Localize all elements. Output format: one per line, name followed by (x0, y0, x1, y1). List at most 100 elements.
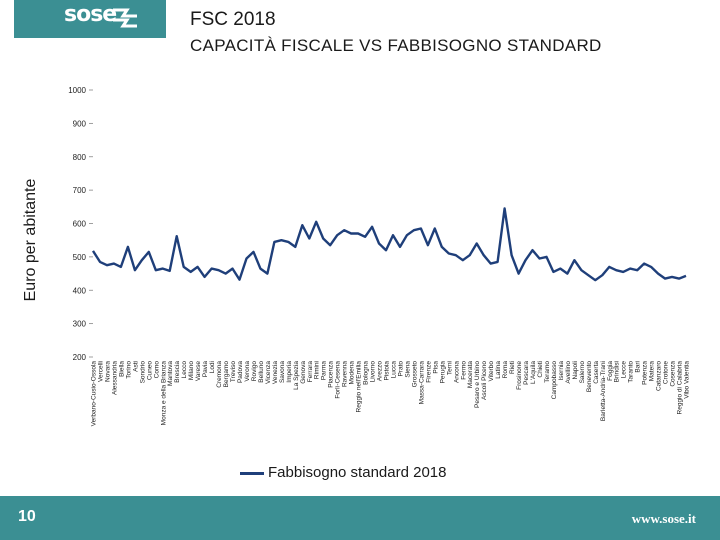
x-tick-label: Parma (321, 361, 328, 381)
x-tick-label: Vicenza (265, 361, 272, 384)
x-tick-label: Varese (195, 361, 202, 381)
x-tick-label: Firenze (425, 361, 432, 383)
y-tick-label: 200 (73, 353, 87, 362)
legend-swatch (240, 472, 264, 475)
y-tick-label: 700 (73, 186, 87, 195)
x-tick-label: Teramo (544, 361, 551, 383)
x-tick-label: Prato (398, 361, 405, 377)
x-tick-label: Savona (279, 361, 286, 383)
x-tick-label: Arezzo (377, 361, 384, 382)
series-line-fabbisogno-standard-2018 (91, 207, 687, 282)
x-tick-label: Terni (446, 361, 453, 375)
x-tick-label: Taranto (628, 361, 635, 383)
x-tick-label: Latina (495, 361, 502, 379)
logo: sose (14, 0, 166, 38)
y-tick-label: 900 (73, 119, 87, 128)
x-tick-label: Padova (237, 361, 244, 383)
x-tick-label: Treviso (230, 361, 237, 382)
x-tick-label: Brescia (174, 361, 181, 383)
x-tick-label: Mantova (167, 361, 174, 386)
x-tick-label: Benevento (586, 361, 593, 392)
x-tick-label: Livorno (370, 361, 377, 383)
x-tick-label: Lecco (181, 361, 188, 379)
series-group (91, 207, 687, 282)
y-tick-label: 800 (73, 153, 87, 162)
x-tick-label: Forlì-Cesena (335, 361, 342, 399)
slide-subtitle: CAPACITÀ FISCALE VS FABBISOGNO STANDARD (190, 36, 602, 55)
x-tick-label: Cosenza (670, 361, 677, 387)
x-tick-label: Torino (125, 361, 132, 379)
x-tick-label: Isernia (558, 361, 565, 381)
x-tick-label: Alessandria (111, 361, 118, 395)
footer-url: www.sose.it (631, 511, 696, 526)
x-tick-label: Crotone (663, 361, 670, 385)
x-tick-label: Genova (300, 361, 307, 384)
x-tick-label: La Spezia (293, 361, 300, 390)
x-axis: Verbano-Cusio-Ossola Vercelli Novara Alessa… (91, 361, 691, 427)
slide-header: sose FSC 2018 CAPACITÀ FISCALE VS FABBIS… (0, 0, 720, 70)
x-tick-label: Fermo (460, 361, 467, 380)
x-tick-label: Lodi (209, 361, 216, 373)
logo-text: sose (64, 2, 117, 27)
x-tick-label: Biella (118, 361, 125, 377)
x-tick-label: Rovigo (251, 361, 258, 382)
x-tick-label: Viterbo (488, 361, 495, 382)
x-tick-label: Sondrio (139, 361, 146, 384)
x-tick-label: Cuneo (146, 361, 153, 381)
y-axis: 200 300 400 500 600 700 800 900 1000 (68, 86, 93, 362)
x-tick-label: Pistoia (384, 361, 391, 381)
x-tick-label: Perugia (439, 361, 446, 384)
x-tick-label: Avellino (565, 361, 572, 384)
x-tick-label: Ferrara (307, 361, 314, 383)
x-tick-label: Chieti (537, 361, 544, 378)
x-tick-label: Novara (105, 361, 112, 382)
x-tick-label: Pavia (202, 361, 209, 378)
x-tick-label: Pesaro e Urbino (474, 361, 481, 408)
x-tick-label: Siena (404, 361, 411, 378)
x-tick-label: Asti (132, 361, 139, 372)
slide-title: FSC 2018 (190, 9, 276, 30)
x-tick-label: Salerno (579, 361, 586, 384)
x-tick-label: Rieti (509, 361, 516, 374)
x-tick-label: Verona (244, 361, 251, 382)
x-tick-label: Vibo Valentia (684, 361, 691, 399)
y-tick-label: 500 (73, 253, 87, 262)
sose-logo-icon (113, 8, 137, 28)
y-tick-label: 1000 (68, 86, 86, 95)
x-tick-label: Barletta-Andria-Trani (600, 361, 607, 421)
x-tick-label: Verbano-Cusio-Ossola (91, 361, 98, 427)
x-tick-label: L'Aquila (530, 361, 537, 384)
x-tick-label: Como (153, 361, 160, 379)
x-tick-label: Venezia (272, 361, 279, 385)
x-tick-label: Ravenna (342, 361, 349, 387)
x-tick-label: Matera (649, 361, 656, 382)
x-tick-label: Catanzaro (656, 361, 663, 391)
x-tick-label: Ancona (453, 361, 460, 383)
x-tick-label: Bergamo (223, 361, 230, 388)
x-tick-label: Lecce (621, 361, 628, 379)
x-tick-label: Reggio di Calabria (677, 361, 684, 415)
x-tick-label: Vercelli (98, 361, 105, 382)
x-tick-label: Grosseto (411, 361, 418, 388)
y-tick-label: 400 (73, 286, 87, 295)
x-tick-label: Bari (635, 361, 642, 373)
x-tick-label: Belluno (258, 361, 265, 383)
legend-label: Fabbisogno standard 2018 (268, 464, 447, 481)
x-tick-label: Pisa (432, 361, 439, 374)
x-tick-label: Napoli (572, 361, 579, 379)
x-tick-label: Lucca (391, 361, 398, 379)
x-tick-label: Cremona (216, 361, 223, 388)
x-tick-label: Reggio nell'Emilia (356, 361, 363, 413)
x-tick-label: Pescara (523, 361, 530, 385)
x-tick-label: Imperia (286, 361, 293, 383)
x-tick-label: Foggia (607, 361, 614, 381)
x-tick-label: Modena (349, 361, 356, 385)
x-tick-label: Rimini (314, 361, 321, 379)
x-tick-label: Caserta (593, 361, 600, 384)
x-tick-label: Macerata (467, 361, 474, 388)
line-chart: 200 300 400 500 600 700 800 900 1000 Verbano-Cus… (68, 86, 691, 427)
page-number: 10 (18, 508, 36, 525)
y-tick-label: 600 (73, 220, 87, 229)
slide-footer: 10 www.sose.it (0, 496, 720, 540)
x-tick-label: Campobasso (551, 361, 558, 400)
